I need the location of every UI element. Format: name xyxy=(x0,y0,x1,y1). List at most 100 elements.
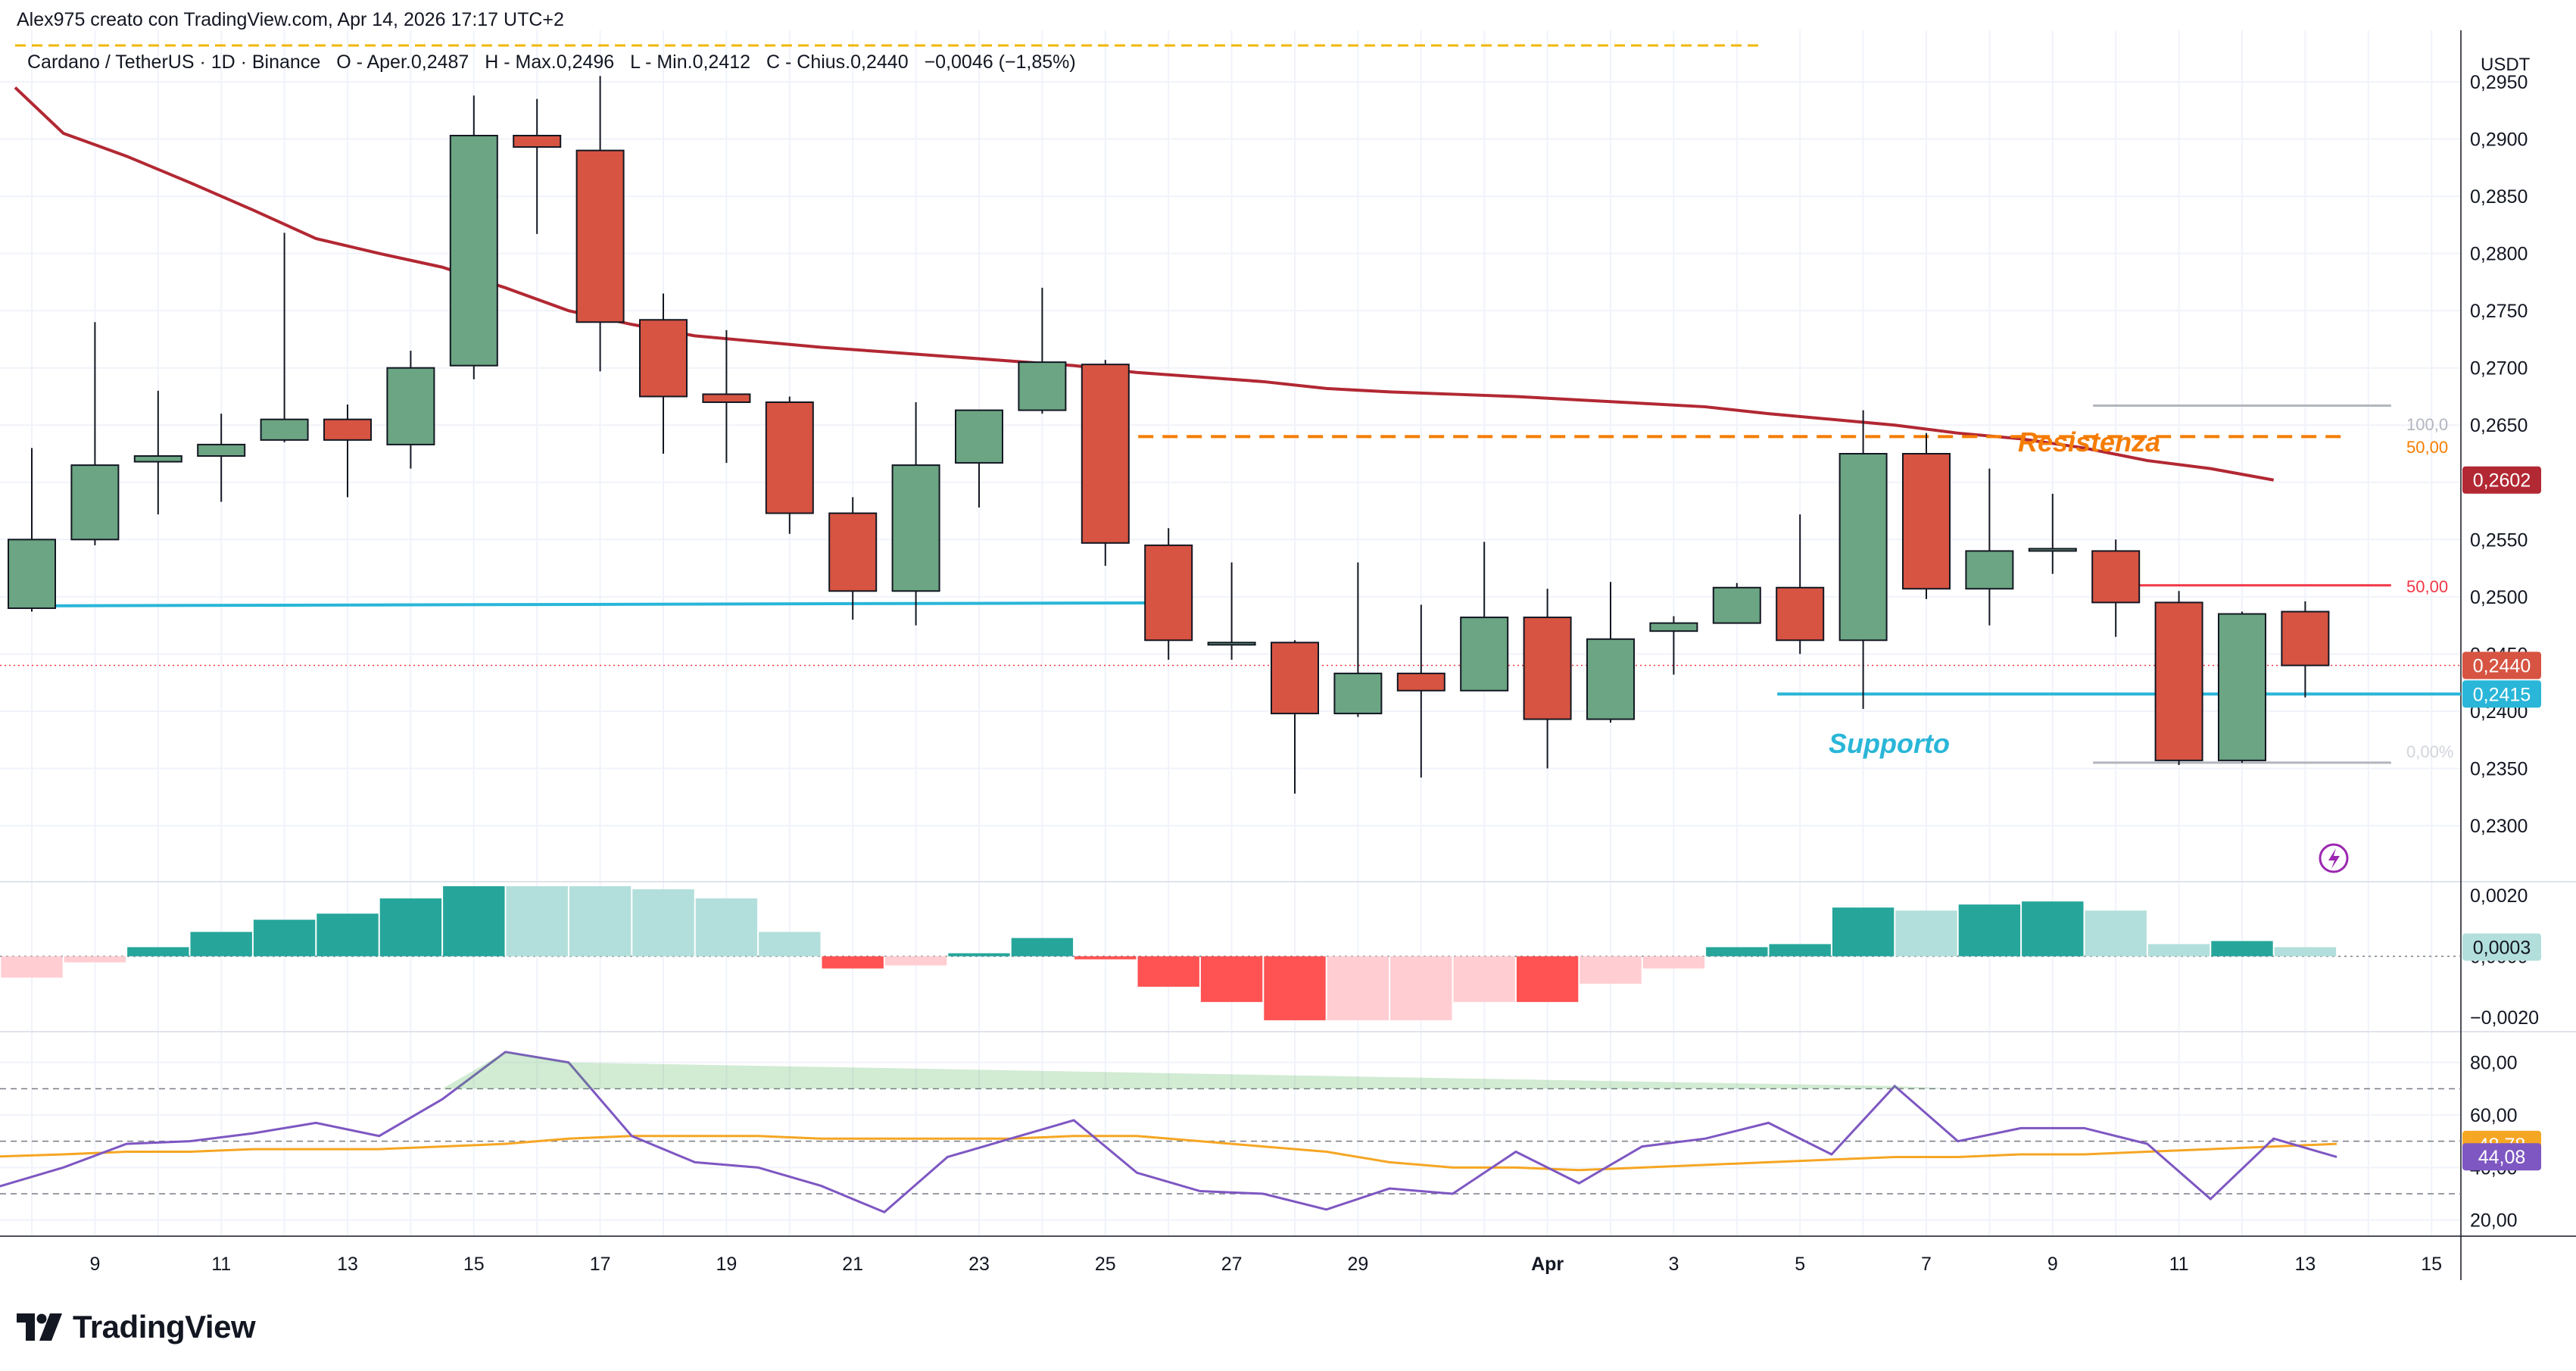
rsi-badge: 44,08 xyxy=(2478,1147,2526,1168)
time-tick-label: 19 xyxy=(716,1254,737,1275)
candle-down xyxy=(323,418,372,441)
histogram-bar xyxy=(1264,956,1326,1020)
candle-down xyxy=(1271,642,1319,714)
histogram-bar xyxy=(569,886,632,957)
histogram-bar xyxy=(506,886,568,957)
time-tick-label: 9 xyxy=(2047,1254,2058,1275)
candle-down xyxy=(1081,364,1130,544)
time-tick-label: 21 xyxy=(842,1254,863,1275)
candle-up xyxy=(197,443,246,458)
candle-down xyxy=(1144,544,1193,642)
time-tick-label: 9 xyxy=(89,1254,100,1275)
brand-name: TradingView xyxy=(73,1309,256,1344)
candle-up xyxy=(955,409,1003,464)
author-line: Alex975 creato con TradingView.com, Apr … xyxy=(17,9,564,30)
histogram-badge: 0,0003 xyxy=(2473,937,2531,958)
time-tick-label: Apr xyxy=(1531,1254,1564,1275)
histogram-bar xyxy=(2022,901,2084,957)
histogram-bar xyxy=(1453,956,1515,1002)
tradingview-logo: TradingView xyxy=(17,1309,256,1345)
symbol-legend[interactable]: Cardano / TetherUS · 1D · Binance O - Ap… xyxy=(27,52,1076,73)
histogram-bar xyxy=(1327,956,1389,1020)
candle-up xyxy=(133,455,182,463)
fib-label-100: 100,0 xyxy=(2406,415,2448,434)
histogram-tick-label: −0,0020 xyxy=(2470,1007,2539,1029)
time-tick-label: 15 xyxy=(463,1254,485,1275)
histogram-badge-bg xyxy=(2462,933,2541,961)
symbol-name: Cardano / TetherUS · 1D · Binance xyxy=(27,52,321,73)
histogram-bar xyxy=(948,953,1010,957)
candle-up xyxy=(2028,548,2077,552)
histogram-bar xyxy=(1832,907,1895,957)
histogram-tick-label: 0,0020 xyxy=(2470,885,2528,907)
price-badge-bg xyxy=(2462,651,2541,679)
candle-down xyxy=(1776,586,1825,642)
fib-label-0: 0,00% xyxy=(2406,742,2453,761)
rsi-line xyxy=(0,1051,2337,1214)
price-badge-bg xyxy=(2462,466,2541,494)
chart-overlays: Resistenza Supporto 100,0 50,00 50,00 0,00% xyxy=(1829,415,2453,873)
lightning-icon[interactable] xyxy=(2319,843,2349,873)
rsi-tick-label: 60,00 xyxy=(2470,1105,2518,1126)
time-tick-label: 15 xyxy=(2421,1254,2442,1275)
histogram-bar xyxy=(1642,956,1705,969)
histogram-bar xyxy=(64,956,126,963)
price-tick-label: 0,2300 xyxy=(2470,816,2528,837)
histogram-bar xyxy=(632,889,694,957)
candle-up xyxy=(449,134,498,367)
time-tick-label: 29 xyxy=(1347,1254,1368,1275)
candle-down xyxy=(513,134,562,148)
price-badge: 0,2440 xyxy=(2473,656,2531,677)
candle-down xyxy=(765,401,814,514)
time-tick-label: 7 xyxy=(1921,1254,1932,1275)
histogram-bar xyxy=(2147,944,2210,957)
candle-down xyxy=(2091,550,2141,604)
histogram-bar xyxy=(1200,956,1263,1002)
price-tick-label: 0,2750 xyxy=(2470,301,2528,322)
high-label: H - Max. xyxy=(485,52,557,73)
histogram-bar xyxy=(1895,910,1957,957)
fib-label-50-upper: 50,00 xyxy=(2406,438,2448,457)
candle-down xyxy=(575,149,625,323)
histogram-bar xyxy=(127,947,189,957)
price-pane xyxy=(0,76,2461,794)
fib-label-50-lower: 50,00 xyxy=(2406,577,2448,596)
rsi-overbought-fill xyxy=(442,1051,1958,1089)
support-label: Supporto xyxy=(1829,728,1950,759)
histogram-bar xyxy=(1706,947,1768,957)
candle-up xyxy=(1018,361,1067,411)
histogram-bar xyxy=(2211,941,2273,957)
candle-up xyxy=(1207,642,1256,646)
candle-down xyxy=(2154,601,2203,761)
price-tick-label: 0,2550 xyxy=(2470,529,2528,551)
candle-up xyxy=(1649,622,1698,632)
histogram-bar xyxy=(1011,938,1074,957)
candle-down xyxy=(639,319,688,398)
histogram-bar xyxy=(2085,910,2147,957)
price-tick-label: 0,2850 xyxy=(2470,186,2528,208)
price-tick-label: 0,2700 xyxy=(2470,358,2528,379)
rsi-pane xyxy=(0,1051,2461,1214)
open-value: 0,2487 xyxy=(410,52,469,73)
price-tick-label: 0,2650 xyxy=(2470,415,2528,436)
histogram-bar xyxy=(1958,904,2021,957)
currency-label[interactable]: USDT xyxy=(2481,55,2531,75)
histogram-bar xyxy=(443,886,505,957)
candle-down xyxy=(1902,453,1951,590)
histogram-bar xyxy=(884,956,947,966)
histogram-bar xyxy=(1516,956,1579,1002)
histogram-bar xyxy=(1,956,63,978)
candle-down xyxy=(2281,611,2330,667)
candle-up xyxy=(1333,673,1383,714)
histogram-bar xyxy=(1580,956,1642,984)
time-tick-label: 13 xyxy=(337,1254,358,1275)
resistance-label: Resistenza xyxy=(2018,426,2160,458)
rsi-badge-bg xyxy=(2462,1143,2541,1171)
histogram-bar xyxy=(1074,956,1137,960)
candle-down xyxy=(1523,617,1572,720)
candle-down xyxy=(702,393,751,404)
axes: 0,23000,23500,24000,24500,25000,25500,26… xyxy=(89,72,2541,1275)
histogram-bar xyxy=(317,913,379,957)
price-tick-label: 0,2350 xyxy=(2470,758,2528,779)
